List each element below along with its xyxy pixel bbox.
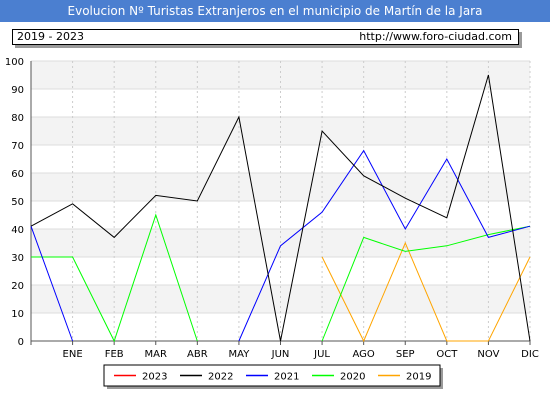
chart-title: Evolucion Nº Turistas Extranjeros en el …	[0, 0, 550, 22]
x-tick-label: MAY	[229, 349, 251, 360]
x-tick-label: OCT	[436, 349, 458, 360]
x-tick-label: SEP	[396, 349, 415, 360]
source-url: http://www.foro-ciudad.com	[359, 30, 512, 43]
y-tick-label: 40	[11, 225, 24, 236]
grid-band	[31, 285, 530, 313]
x-tick-label: MAR	[145, 349, 167, 360]
y-tick-label: 70	[11, 141, 24, 152]
series-line-2022	[30, 74, 531, 342]
legend-label-2019: 2019	[406, 372, 431, 383]
series-line-2019	[321, 241, 531, 343]
grid-band	[31, 61, 530, 89]
x-tick-label: FEB	[105, 349, 124, 360]
y-tick-label: 0	[18, 337, 24, 348]
x-tick-label: ENE	[63, 349, 83, 360]
legend-label-2020: 2020	[340, 372, 365, 383]
legend-label-2023: 2023	[142, 372, 167, 383]
y-tick-label: 20	[11, 281, 24, 292]
y-tick-label: 80	[11, 113, 24, 124]
y-tick-label: 30	[11, 253, 24, 264]
y-tick-label: 90	[11, 85, 24, 96]
y-tick-label: 100	[5, 57, 24, 68]
x-tick-label: ABR	[187, 349, 208, 360]
legend-label-2022: 2022	[208, 372, 233, 383]
x-tick-label: AGO	[353, 349, 375, 360]
legend	[103, 364, 441, 387]
y-tick-label: 60	[11, 169, 24, 180]
info-box: 2019 - 2023 http://www.foro-ciudad.com	[12, 29, 519, 45]
y-tick-label: 10	[11, 309, 24, 320]
series-line-2020	[31, 213, 531, 343]
x-tick-label: DIC	[521, 349, 539, 360]
y-tick-label: 50	[11, 197, 24, 208]
x-tick-label: JUL	[313, 349, 330, 360]
year-range: 2019 - 2023	[17, 30, 84, 43]
x-tick-label: NOV	[477, 349, 499, 360]
legend-label-2021: 2021	[274, 372, 299, 383]
x-tick-label: JUN	[271, 349, 290, 360]
series-line-2021	[30, 149, 531, 342]
